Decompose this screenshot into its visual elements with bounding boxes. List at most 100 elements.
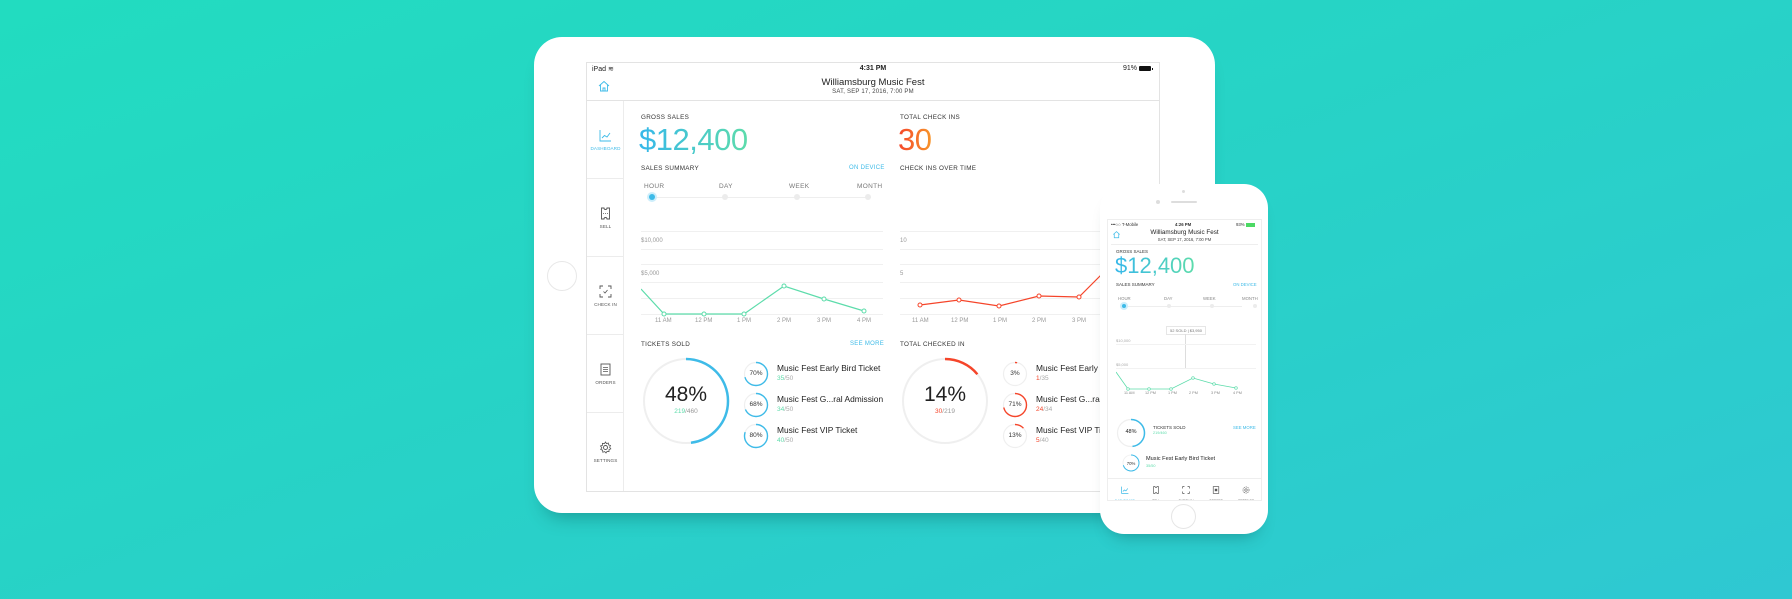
phone-ticket-row[interactable]: 70% Music Fest Early Bird Ticket 35/50 [1122,454,1261,472]
phone-period-week[interactable]: WEEK [1203,296,1216,301]
gridline [900,282,1159,283]
phone-on-device-link[interactable]: ON DEVICE [1233,282,1257,287]
event-date: SAT, SEP 17, 2016, 7:00 PM [832,89,914,95]
checkin-row[interactable]: 13% Music Fest VIP Tic 5/40 [1002,423,1142,449]
sidebar-item-label: CHECK IN [594,302,617,307]
ipad-home-button[interactable] [547,261,577,291]
phone-tickets-donut[interactable]: 48% [1116,418,1146,448]
ticket-row[interactable]: 68% Music Fest G...ral Admission 34/50 [743,392,883,418]
phone-period-month[interactable]: MONTH [1242,296,1258,301]
app-header: Williamsburg Music Fest SAT, SEP 17, 201… [587,76,1159,101]
phone-period-dot-week[interactable] [1210,304,1214,308]
x-axis-label: 12 PM [951,318,969,324]
phone-tickets-sold-count: 219/460 [1153,431,1167,435]
sales-line-chart[interactable]: $10,000 $5,000 [641,226,883,322]
tab-label: CHECK IN [1178,499,1194,501]
tab-dashboard[interactable]: DASHBOARD [1110,481,1140,500]
check-ins-x-axis: 11 AM 12 PM 1 PM 2 PM 3 PM [900,318,1159,328]
tickets-sold-donut[interactable]: 48% 219/460 [641,356,731,446]
battery-status: 91% [1123,65,1153,72]
period-dot-day[interactable] [722,194,728,200]
gridline [1116,368,1256,369]
ticket-row[interactable]: 70% Music Fest Early Bird Ticket 35/50 [743,361,883,387]
ticket-percent: 70% [1126,460,1136,466]
sidebar-item-orders[interactable]: ORDERS [587,335,624,413]
phone-y-label: $5,000 [1116,362,1129,367]
phone-gross-sales-value: $12,400 [1115,253,1195,278]
tab-check-in[interactable]: CHECK IN [1171,481,1201,501]
total-check-ins-label: TOTAL CHECK INS [900,114,961,121]
ticket-icon [1153,486,1159,494]
y-axis-label: $10,000 [641,238,663,244]
ticket-name: Music Fest Early Bird Ticket [777,363,881,373]
tab-settings[interactable]: SETTINGS [1231,481,1261,501]
sidebar-item-settings[interactable]: SETTINGS [587,413,624,491]
see-more-link[interactable]: SEE MORE [850,341,885,347]
scan-icon [599,285,612,298]
sidebar-item-dashboard[interactable]: DASHBOARD [587,101,624,179]
sidebar-item-sell[interactable]: SELL [587,179,624,257]
phone-home-button[interactable] [1171,504,1196,529]
ticket-row[interactable]: 80% Music Fest VIP Ticket 40/50 [743,423,883,449]
checked-in-donut[interactable]: 14% 30/219 [900,356,990,446]
checked-in-percent: 14% [923,383,967,406]
checkin-percent: 3% [1010,370,1020,377]
checkin-row[interactable]: 71% Music Fest G...ral A 24/34 [1002,392,1142,418]
ticket-name: Music Fest VIP Tic [1036,425,1106,435]
x-axis-label: 12 PM [695,318,713,324]
tickets-sold-label: TICKETS SOLD [641,341,691,348]
phone-period-dot-month[interactable] [1253,304,1257,308]
sidebar-item-label: DASHBOARD [590,146,621,151]
ticket-name: Music Fest VIP Ticket [777,425,858,435]
phone-see-more-link[interactable]: SEE MORE [1233,425,1256,430]
sidebar-item-check-in[interactable]: CHECK IN [587,257,624,335]
phone-sensor [1182,190,1185,193]
period-week[interactable]: WEEK [789,183,810,190]
checkin-percent: 13% [1008,432,1022,439]
x-axis-label: 1 PM [993,318,1008,324]
donut-ring [1116,418,1146,448]
ticket-progress-ring [1122,454,1140,472]
period-dot-week[interactable] [794,194,800,200]
gridline [641,264,883,265]
y-axis-label: $5,000 [641,271,660,277]
tab-sell[interactable]: SELL [1141,481,1171,500]
scan-icon [1182,486,1190,494]
period-selector[interactable]: HOUR DAY WEEK MONTH [641,183,883,203]
gridline [900,264,1159,265]
phone-period-dot-hour[interactable] [1122,304,1126,308]
x-axis-label: 3 PM [1211,391,1220,395]
period-dot-month[interactable] [865,194,871,200]
x-axis-label: 1 PM [737,318,752,324]
tickets-sold-count: 219/460 [674,408,698,415]
phone-period-day[interactable]: DAY [1164,296,1173,301]
home-icon[interactable] [597,79,611,93]
phone-period-hour[interactable]: HOUR [1118,296,1131,301]
gridline [641,298,883,299]
phone-battery: 93% [1236,222,1255,227]
checkin-progress-ring [1002,423,1028,449]
gridline [641,249,883,250]
phone-period-dot-day[interactable] [1167,304,1171,308]
home-icon[interactable] [1112,230,1121,239]
period-dot-hour[interactable] [649,194,655,200]
x-axis-label: 2 PM [1189,391,1198,395]
on-device-link[interactable]: ON DEVICE [849,165,885,171]
ticket-percent: 80% [749,432,763,439]
chart-line-icon [1121,486,1129,494]
donut-ring [901,357,989,445]
x-axis-label: 1 PM [1168,391,1177,395]
checkin-row[interactable]: 3% Music Fest Early B 1/35 [1002,361,1142,387]
gear-icon [1242,486,1250,494]
check-ins-line-chart[interactable]: 10 5 [900,226,1159,322]
period-month[interactable]: MONTH [857,183,883,190]
gross-sales-value: $12,400 [639,122,748,157]
tooltip-line [1185,334,1186,368]
gridline [900,314,1159,315]
x-axis-label: 11 AM [1124,391,1135,395]
period-day[interactable]: DAY [719,183,733,190]
donut-ring [642,357,730,445]
tab-orders[interactable]: ORDERS [1201,481,1231,500]
tab-label: SETTINGS [1238,499,1254,501]
period-hour[interactable]: HOUR [644,183,665,190]
